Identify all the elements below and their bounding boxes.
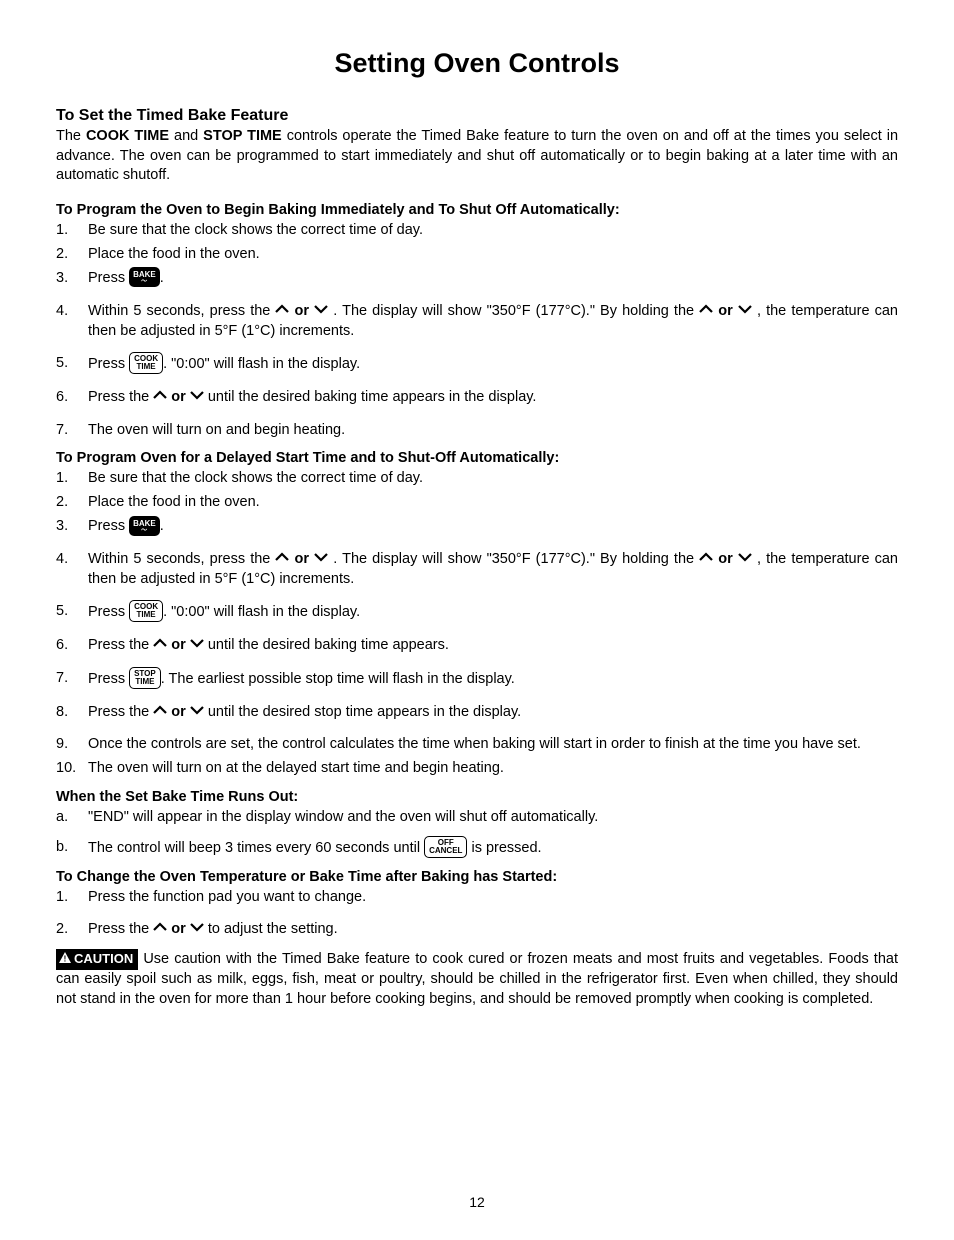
up-arrow-icon bbox=[699, 548, 713, 568]
down-arrow-icon bbox=[314, 300, 328, 320]
up-arrow-icon bbox=[153, 701, 167, 721]
section-heading: To Set the Timed Bake Feature bbox=[56, 107, 898, 125]
stop-time-button-icon: STOPTIME bbox=[129, 667, 161, 689]
down-arrow-icon bbox=[738, 300, 752, 320]
down-arrow-icon bbox=[190, 634, 204, 654]
text: The control will beep 3 times every 60 s… bbox=[88, 840, 424, 856]
step: Press STOPTIME. The earliest possible st… bbox=[56, 668, 898, 690]
steps-immediate: Be sure that the clock shows the correct… bbox=[56, 220, 898, 440]
text: until the desired baking time appears in… bbox=[204, 389, 537, 405]
text: Press the bbox=[88, 637, 153, 653]
svg-text:!: ! bbox=[64, 955, 67, 964]
cook-time-button-icon: COOKTIME bbox=[129, 352, 163, 374]
down-arrow-icon bbox=[190, 386, 204, 406]
subheading-immediate: To Program the Oven to Begin Baking Imme… bbox=[56, 202, 898, 218]
down-arrow-icon bbox=[738, 548, 752, 568]
intro-paragraph: The COOK TIME and STOP TIME controls ope… bbox=[56, 127, 898, 186]
bake-button-icon: BAKE～ bbox=[129, 267, 160, 287]
bold-text: STOP TIME bbox=[203, 128, 282, 144]
step: Within 5 seconds, press the or . The dis… bbox=[56, 549, 898, 590]
text: until the desired baking time appears. bbox=[204, 637, 449, 653]
step: Press BAKE～. bbox=[56, 516, 898, 536]
step: Be sure that the clock shows the correct… bbox=[56, 220, 898, 240]
letter-item: The control will beep 3 times every 60 s… bbox=[56, 837, 898, 859]
text: or bbox=[289, 303, 314, 319]
text: Press the bbox=[88, 389, 153, 405]
up-arrow-icon bbox=[699, 300, 713, 320]
text: or bbox=[713, 551, 738, 567]
text: Within 5 seconds, press the bbox=[88, 303, 275, 319]
text: Press bbox=[88, 356, 129, 372]
text: . The display will show "350°F (177°C)."… bbox=[328, 551, 699, 567]
step: Press the or to adjust the setting. bbox=[56, 919, 898, 939]
step: Place the food in the oven. bbox=[56, 244, 898, 264]
step: Press the function pad you want to chang… bbox=[56, 887, 898, 907]
text: is pressed. bbox=[467, 840, 541, 856]
text: Press the bbox=[88, 704, 153, 720]
step: Press COOKTIME. "0:00" will flash in the… bbox=[56, 601, 898, 623]
text: or bbox=[289, 551, 314, 567]
text: to adjust the setting. bbox=[204, 921, 338, 937]
caution-badge: ! CAUTION bbox=[56, 949, 138, 969]
up-arrow-icon bbox=[153, 918, 167, 938]
step: The oven will turn on and begin heating. bbox=[56, 420, 898, 440]
text: . bbox=[160, 270, 164, 286]
steps-delayed: Be sure that the clock shows the correct… bbox=[56, 468, 898, 779]
subheading-delayed: To Program Oven for a Delayed Start Time… bbox=[56, 450, 898, 466]
text: or bbox=[167, 637, 190, 653]
step: Press the or until the desired stop time… bbox=[56, 702, 898, 722]
text: Press bbox=[88, 270, 129, 286]
step: Within 5 seconds, press the or . The dis… bbox=[56, 301, 898, 342]
up-arrow-icon bbox=[153, 386, 167, 406]
down-arrow-icon bbox=[314, 548, 328, 568]
text: . The display will show "350°F (177°C)."… bbox=[328, 303, 699, 319]
letters-runs-out: "END" will appear in the display window … bbox=[56, 807, 898, 859]
caution-body: Use caution with the Timed Bake feature … bbox=[56, 951, 898, 1006]
text: Press bbox=[88, 604, 129, 620]
text: until the desired stop time appears in t… bbox=[204, 704, 521, 720]
text: . The earliest possible stop time will f… bbox=[161, 670, 515, 686]
step: Press COOKTIME. "0:00" will flash in the… bbox=[56, 353, 898, 375]
steps-change: Press the function pad you want to chang… bbox=[56, 887, 898, 940]
text: or bbox=[167, 704, 190, 720]
page-title: Setting Oven Controls bbox=[56, 48, 898, 79]
text: or bbox=[713, 303, 738, 319]
text: . "0:00" will flash in the display. bbox=[163, 604, 360, 620]
bake-button-icon: BAKE～ bbox=[129, 516, 160, 536]
page-number: 12 bbox=[0, 1194, 954, 1210]
step: The oven will turn on at the delayed sta… bbox=[56, 758, 898, 778]
step: Press BAKE～. bbox=[56, 268, 898, 288]
up-arrow-icon bbox=[275, 300, 289, 320]
subheading-runs-out: When the Set Bake Time Runs Out: bbox=[56, 789, 898, 805]
step: Press the or until the desired baking ti… bbox=[56, 635, 898, 655]
text: and bbox=[169, 128, 203, 144]
text: The bbox=[56, 128, 86, 144]
step: Once the controls are set, the control c… bbox=[56, 734, 898, 754]
off-cancel-button-icon: OFFCANCEL bbox=[424, 836, 467, 858]
subheading-change: To Change the Oven Temperature or Bake T… bbox=[56, 869, 898, 885]
caution-paragraph: ! CAUTION Use caution with the Timed Bake… bbox=[56, 949, 898, 1009]
up-arrow-icon bbox=[275, 548, 289, 568]
text: or bbox=[167, 389, 190, 405]
document-page: Setting Oven Controls To Set the Timed B… bbox=[0, 0, 954, 1240]
text: Press bbox=[88, 670, 129, 686]
down-arrow-icon bbox=[190, 918, 204, 938]
step: Be sure that the clock shows the correct… bbox=[56, 468, 898, 488]
cook-time-button-icon: COOKTIME bbox=[129, 600, 163, 622]
step: Place the food in the oven. bbox=[56, 492, 898, 512]
step: Press the or until the desired baking ti… bbox=[56, 387, 898, 407]
warning-triangle-icon: ! bbox=[59, 950, 71, 968]
text: Press bbox=[88, 518, 129, 534]
text: . "0:00" will flash in the display. bbox=[163, 356, 360, 372]
bold-text: COOK TIME bbox=[86, 128, 169, 144]
text: Within 5 seconds, press the bbox=[88, 551, 275, 567]
caution-label: CAUTION bbox=[74, 951, 133, 966]
down-arrow-icon bbox=[190, 701, 204, 721]
text: or bbox=[167, 921, 190, 937]
text: Press the bbox=[88, 921, 153, 937]
letter-item: "END" will appear in the display window … bbox=[56, 807, 898, 827]
up-arrow-icon bbox=[153, 634, 167, 654]
text: . bbox=[160, 518, 164, 534]
